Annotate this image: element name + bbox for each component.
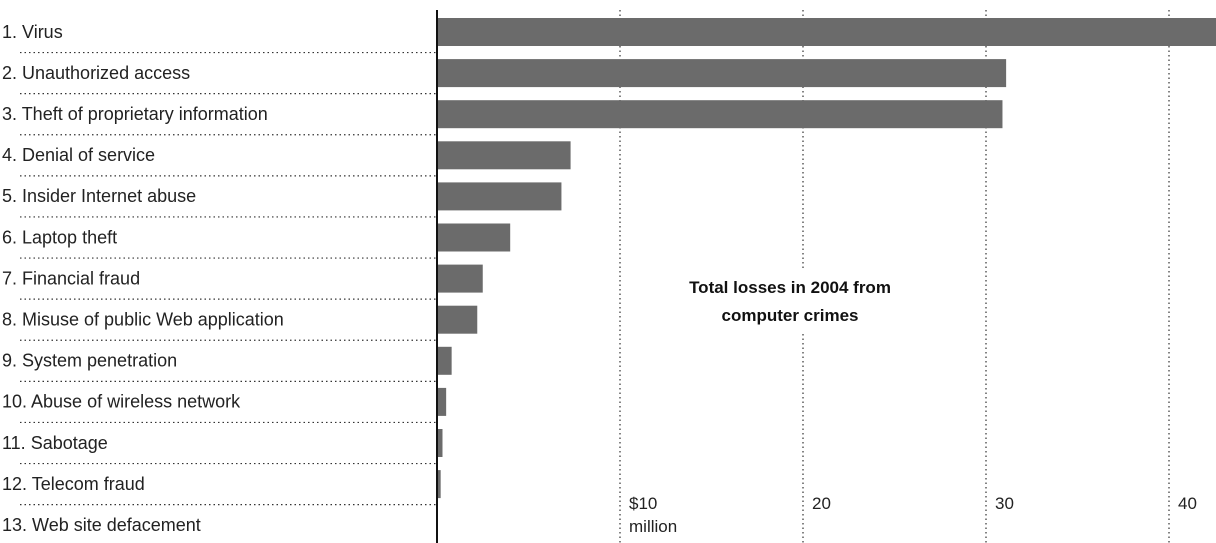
bar bbox=[437, 470, 441, 499]
category-label: 3. Theft of proprietary information bbox=[2, 104, 268, 124]
bars bbox=[437, 18, 1216, 540]
bar bbox=[437, 182, 562, 211]
annotation: Total losses in 2004 from computer crime… bbox=[675, 270, 905, 334]
category-label: 2. Unauthorized access bbox=[2, 63, 190, 83]
bar bbox=[437, 387, 447, 416]
x-tick-label: 30 bbox=[995, 494, 1014, 513]
bar bbox=[437, 59, 1007, 88]
category-label: 13. Web site defacement bbox=[2, 515, 201, 535]
category-label: 5. Insider Internet abuse bbox=[2, 186, 196, 206]
category-label: 8. Misuse of public Web application bbox=[2, 309, 284, 329]
category-label: 7. Financial fraud bbox=[2, 268, 140, 288]
bar bbox=[437, 429, 443, 457]
category-label: 1. Virus bbox=[2, 22, 63, 42]
x-tick-label: 20 bbox=[812, 494, 831, 513]
bar bbox=[437, 305, 478, 334]
category-label: 4. Denial of service bbox=[2, 145, 155, 165]
bar bbox=[437, 141, 571, 170]
category-label: 11. Sabotage bbox=[2, 433, 108, 453]
bar bbox=[437, 223, 511, 252]
bar bbox=[437, 18, 1216, 46]
bar bbox=[437, 264, 483, 293]
bar bbox=[437, 100, 1003, 129]
bar bbox=[437, 346, 452, 375]
x-tick-label: $10 million bbox=[629, 494, 678, 536]
category-label: 12. Telecom fraud bbox=[2, 474, 145, 494]
category-label: 10. Abuse of wireless network bbox=[2, 392, 241, 412]
x-tick-label: 40 bbox=[1178, 494, 1197, 513]
category-label: 9. System penetration bbox=[2, 351, 177, 371]
category-label: 6. Laptop theft bbox=[2, 227, 117, 247]
